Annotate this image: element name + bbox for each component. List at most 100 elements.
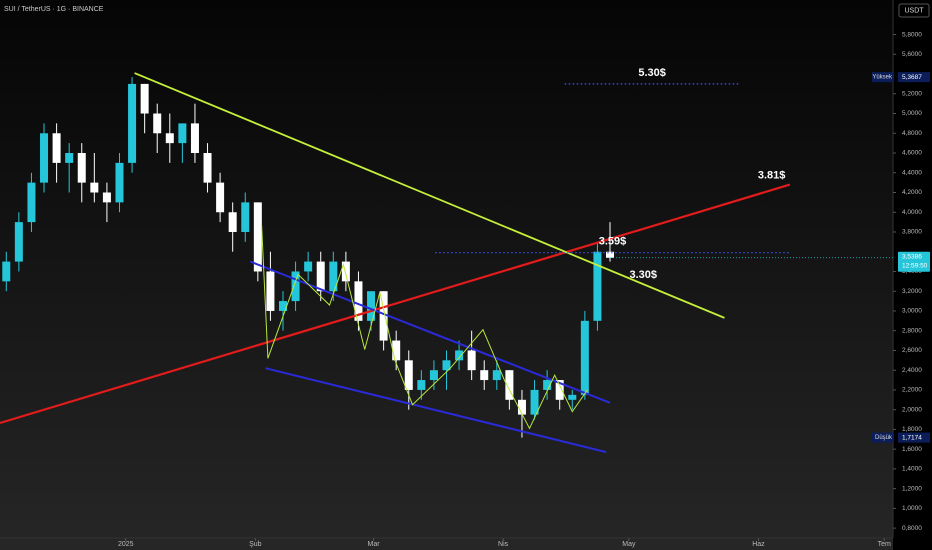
trend-line <box>134 72 725 319</box>
candle-body <box>52 133 61 163</box>
marker-label: Düşük <box>875 435 893 441</box>
trend-line <box>249 260 611 404</box>
y-tick-label: 4,2000 <box>902 189 922 196</box>
candle-body <box>329 261 338 292</box>
candle-body <box>316 261 325 292</box>
candle-body <box>379 291 388 341</box>
candle-body <box>216 182 225 213</box>
candle-body <box>593 251 602 321</box>
price-axis <box>893 0 932 550</box>
candle-body <box>140 83 149 114</box>
y-tick-label: 1,2000 <box>902 485 922 492</box>
candle-body <box>341 261 350 282</box>
candle-body <box>65 153 74 163</box>
line-label: 3.30$ <box>629 269 657 281</box>
x-tick-label: Nis <box>498 541 509 548</box>
y-tick-label: 4,8000 <box>902 130 922 137</box>
y-tick-label: 1,0000 <box>902 505 922 512</box>
candle-body <box>442 360 451 371</box>
candle-body <box>429 370 438 381</box>
candle-body <box>367 291 376 321</box>
candle-body <box>555 380 564 400</box>
candle-body <box>417 380 426 390</box>
marker-label: Yüksek <box>872 75 893 81</box>
y-tick-label: 2,6000 <box>902 347 922 354</box>
candle-body <box>153 113 162 134</box>
y-tick-label: 5,6000 <box>902 51 922 58</box>
y-tick-label: 3,2000 <box>902 288 922 295</box>
candle-body <box>77 153 86 183</box>
candle-body <box>404 360 413 390</box>
candle-body <box>278 301 287 311</box>
y-tick-label: 5,8000 <box>902 31 922 38</box>
y-tick-label: 5,2000 <box>902 90 922 97</box>
x-tick-label: May <box>622 541 636 548</box>
candle-body <box>2 261 11 282</box>
candle-body <box>14 222 23 262</box>
candle-body <box>241 202 250 232</box>
y-tick-label: 2,0000 <box>902 406 922 413</box>
candle-body <box>203 153 212 183</box>
x-tick-label: 2025 <box>118 541 134 548</box>
candle-body <box>480 370 489 381</box>
candle-body <box>102 192 111 203</box>
x-tick-label: Tem <box>878 541 891 548</box>
chart-title: SUI / TetherUS · 1G · BINANCE <box>4 6 104 13</box>
y-tick-label: 1,8000 <box>902 426 922 433</box>
candle-body <box>90 182 99 193</box>
y-tick-label: 3,8000 <box>902 229 922 236</box>
candle-body <box>580 320 589 395</box>
candle-body <box>266 271 275 311</box>
candle-body <box>568 394 577 400</box>
level-label: 5.30$ <box>638 67 666 79</box>
y-tick-label: 1,4000 <box>902 466 922 473</box>
candle-body <box>27 182 36 223</box>
countdown: 12:59:50 <box>902 263 928 270</box>
candle-body <box>543 380 552 390</box>
candle-body <box>455 350 464 361</box>
candle-body <box>291 271 300 302</box>
y-tick-label: 2,2000 <box>902 387 922 394</box>
marker-box <box>898 432 930 443</box>
candle-body <box>128 83 137 163</box>
level-label: 3.59$ <box>599 236 627 248</box>
candle-body <box>530 389 539 415</box>
candle-body <box>467 350 476 371</box>
last-price: 3,5386 <box>902 254 922 261</box>
x-tick-label: Şub <box>249 541 262 548</box>
y-tick-label: 2,4000 <box>902 367 922 374</box>
candle-body <box>505 370 514 400</box>
candle-body <box>392 340 401 361</box>
y-tick-label: 5,0000 <box>902 110 922 117</box>
marker-box <box>898 72 930 83</box>
candle-body <box>165 133 174 144</box>
last-price-box <box>898 251 930 272</box>
currency-box[interactable] <box>898 3 930 18</box>
candle-body <box>517 399 526 415</box>
marker-value: 5,3687 <box>902 74 922 81</box>
marker-value: 1,7174 <box>902 434 922 441</box>
currency: USDT <box>904 7 924 14</box>
candle-body <box>354 281 363 321</box>
y-tick-label: 3,0000 <box>902 308 922 315</box>
trend-line <box>0 183 791 425</box>
candle-body <box>40 133 49 183</box>
trend-line <box>265 367 607 454</box>
line-label: 3.81$ <box>758 170 786 182</box>
y-tick-label: 4,6000 <box>902 150 922 157</box>
marker-tag <box>872 72 894 83</box>
candle-body <box>606 251 615 258</box>
candle-body <box>253 202 262 272</box>
candle-body <box>304 261 313 272</box>
candle-body <box>190 123 199 154</box>
candle-body <box>492 370 501 381</box>
candle-body <box>228 212 237 232</box>
candle-body <box>178 123 187 144</box>
x-tick-label: Haz <box>752 541 765 548</box>
y-tick-label: 2,8000 <box>902 327 922 334</box>
candle-body <box>115 162 124 203</box>
x-tick-label: Mar <box>368 541 381 548</box>
